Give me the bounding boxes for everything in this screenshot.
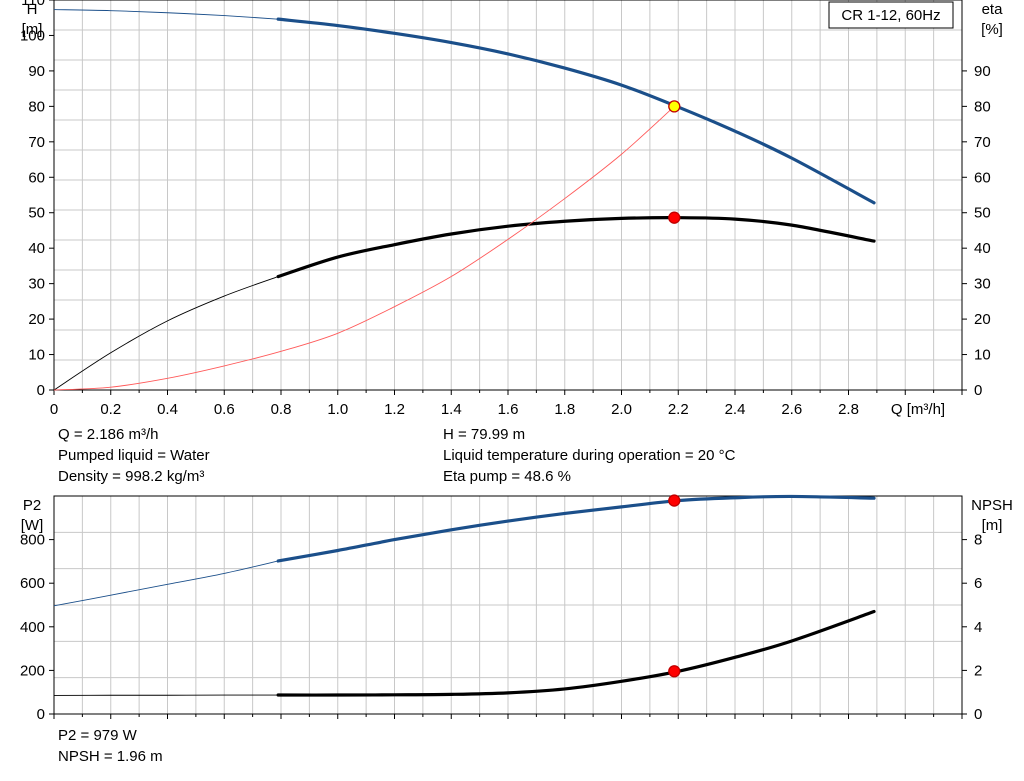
chart1-y-left-tick-label: 50 <box>28 205 45 222</box>
chart2-y-right-tick-label: 0 <box>974 706 982 723</box>
chart1-operating-point-1 <box>668 211 681 224</box>
info-block-right: H = 79.99 m Liquid temperature during op… <box>443 424 735 487</box>
chart1-y-right-tick-label: 0 <box>974 382 982 399</box>
chart1-y-left-tick-label: 70 <box>28 134 45 151</box>
chart1-y-left-tick-label: 10 <box>28 347 45 364</box>
chart1-series-h-line <box>276 17 876 205</box>
chart1-series-eta-line-extended <box>53 276 279 391</box>
chart1-chart-title: CR 1-12, 60Hz <box>841 7 940 24</box>
chart1-y-right-tick-label: 20 <box>974 311 991 328</box>
chart1-x-tick-label: 1.8 <box>554 401 575 418</box>
chart2-y-left-label: P2 <box>23 497 41 514</box>
chart1-y-right-tick-label: 60 <box>974 169 991 186</box>
chart1-y-left-tick-label: 60 <box>28 169 45 186</box>
info-block-bottom: P2 = 979 W NPSH = 1.96 m <box>58 725 163 767</box>
chart1-y-right-tick-label: 80 <box>974 98 991 115</box>
chart1-y-left-tick-label: 20 <box>28 311 45 328</box>
chart1-y-left-tick-label: 40 <box>28 240 45 257</box>
flow-value: Q = 2.186 m³/h <box>58 426 159 443</box>
chart2-y-left-unit: [W] <box>21 517 44 534</box>
density-value: Density = 998.2 kg/m³ <box>58 468 205 485</box>
head-value: H = 79.99 m <box>443 426 526 443</box>
chart1-operating-point-0 <box>668 100 681 113</box>
chart1-y-right-tick-label: 30 <box>974 276 991 293</box>
chart1-y-right-unit: [%] <box>981 21 1003 38</box>
pumped-liquid: Pumped liquid = Water <box>58 447 210 464</box>
power-npsh-chart: 0 200 400 600 800 P2 [W] 0 2 4 6 8 NPSH [m] <box>20 494 1013 723</box>
chart1-series-h-line-extended <box>53 9 279 20</box>
chart2-y-left-tick-label: 200 <box>20 662 45 679</box>
chart1-x-axis-label: Q [m³/h] <box>891 401 945 418</box>
chart1-y-left-tick-label: 30 <box>28 276 45 293</box>
chart2-y-right-label: NPSH <box>971 497 1013 514</box>
chart2-operating-point-0 <box>668 494 681 507</box>
chart1-x-tick-label: 2.0 <box>611 401 632 418</box>
chart1-series-h-q-system-line <box>53 106 675 391</box>
chart2-y-left-tick-label: 400 <box>20 619 45 636</box>
chart1-y-right-label: eta <box>982 1 1004 18</box>
chart1-x-tick-label: 0.8 <box>271 401 292 418</box>
chart1-y-left-tick-label: 100 <box>20 27 45 44</box>
chart2-operating-point-1 <box>668 665 681 678</box>
chart1-y-left-unit: [m] <box>22 21 43 38</box>
chart1-y-right-tick-label: 70 <box>974 134 991 151</box>
chart1-x-tick-label: 2.2 <box>668 401 689 418</box>
chart2-y-right-tick-label: 8 <box>974 532 982 549</box>
chart1-x-tick-label: 2.6 <box>781 401 802 418</box>
chart1-x-tick-label: 0.6 <box>214 401 235 418</box>
chart2-series-p2-line-extended <box>53 560 279 607</box>
liquid-temperature: Liquid temperature during operation = 20… <box>443 447 736 464</box>
chart1-x-tick-label: 0 <box>50 401 58 418</box>
chart1-x-tick-label: 1.2 <box>384 401 405 418</box>
chart1-y-left-label: H <box>27 1 38 18</box>
chart1-y-right-tick-label: 10 <box>974 347 991 364</box>
eta-pump-value: Eta pump = 48.6 % <box>443 468 571 485</box>
chart2-y-left-tick-label: 0 <box>37 706 45 723</box>
chart1-x-tick-label: 2.8 <box>838 401 859 418</box>
chart2-y-right-tick-label: 4 <box>974 619 982 636</box>
chart1-y-left-tick-label: 80 <box>28 98 45 115</box>
chart1-x-tick-label: 0.4 <box>157 401 178 418</box>
chart1-title-box <box>828 1 954 29</box>
chart1-series-eta-line <box>276 216 876 279</box>
chart1-y-left-tick-label: 0 <box>37 382 45 399</box>
chart2-y-left-tick-label: 600 <box>20 575 45 592</box>
info-block-left: Q = 2.186 m³/h Pumped liquid = Water Den… <box>58 424 210 487</box>
chart1-y-left-tick-label: 90 <box>28 63 45 80</box>
chart1-x-tick-label: 0.2 <box>100 401 121 418</box>
chart1-y-right-tick-label: 50 <box>974 205 991 222</box>
chart2-y-right-tick-label: 6 <box>974 575 982 592</box>
chart1-y-right-tick-label: 40 <box>974 240 991 257</box>
chart2-y-left-tick-label: 800 <box>20 532 45 549</box>
chart1-y-right-tick-label: 90 <box>974 63 991 80</box>
chart2-series-npsh-line <box>276 609 876 697</box>
chart1-y-left-tick-label: 110 <box>21 0 45 9</box>
chart2-y-right-tick-label: 2 <box>974 662 982 679</box>
p2-value: P2 = 979 W <box>58 727 137 744</box>
chart2-y-right-unit: [m] <box>982 517 1003 534</box>
npsh-value: NPSH = 1.96 m <box>58 748 163 765</box>
chart1-x-tick-label: 2.4 <box>725 401 746 418</box>
chart1-x-tick-label: 1.4 <box>441 401 462 418</box>
chart1-x-tick-label: 1.6 <box>498 401 519 418</box>
chart1-x-tick-label: 1.0 <box>327 401 348 418</box>
chart2-series-p2-line <box>276 494 876 563</box>
